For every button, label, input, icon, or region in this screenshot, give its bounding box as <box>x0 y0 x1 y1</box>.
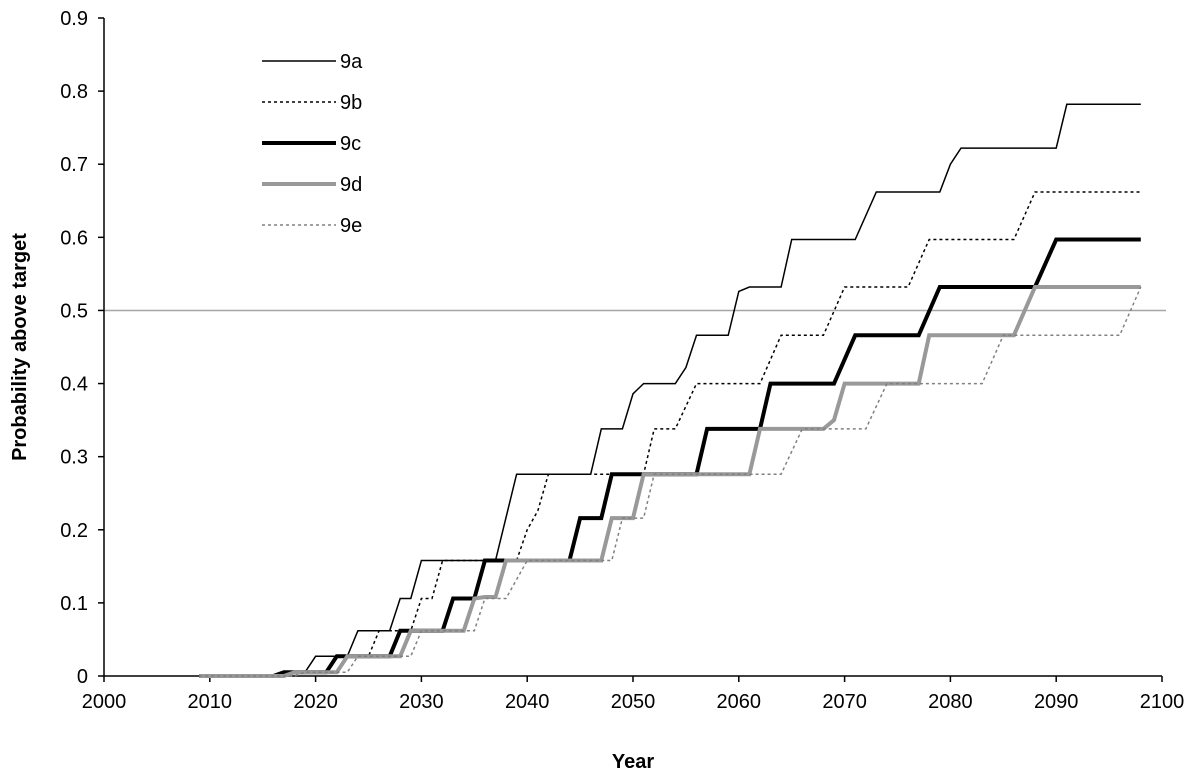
y-tick-label: 0.1 <box>60 593 88 615</box>
y-tick-label: 0.3 <box>60 447 88 469</box>
x-tick-label: 2030 <box>399 691 444 713</box>
axes <box>103 18 1162 677</box>
x-tick-label: 2040 <box>505 691 550 713</box>
x-ticks: 2000 2010 2020 2030 2040 2050 2060 2070 2080 2090… <box>82 676 1185 713</box>
series-line-9b <box>199 191 1141 677</box>
legend: 9a 9b 9c 9d 9e <box>262 51 363 237</box>
legend-label-9b: 9b <box>340 92 362 114</box>
series-line-9c <box>199 237 1141 678</box>
series-line-9a <box>199 103 1141 677</box>
y-tick-label: 0.5 <box>60 300 88 322</box>
y-ticks: 0 0.1 0.2 0.3 0.4 0.5 0.6 0.7 0.8 0.9 <box>60 8 104 688</box>
x-tick-label: 2000 <box>82 691 127 713</box>
x-tick-label: 2060 <box>717 691 762 713</box>
x-tick-label: 2050 <box>611 691 656 713</box>
series-line-9d <box>199 285 1141 678</box>
y-tick-label: 0.6 <box>60 227 88 249</box>
y-tick-label: 0 <box>77 666 88 688</box>
legend-label-9e: 9e <box>340 215 362 237</box>
legend-label-9d: 9d <box>340 174 362 196</box>
y-tick-label: 0.8 <box>60 81 88 103</box>
y-tick-label: 0.4 <box>60 374 88 396</box>
legend-label-9a: 9a <box>340 51 363 73</box>
y-tick-label: 0.9 <box>60 8 88 30</box>
x-tick-label: 2100 <box>1140 691 1185 713</box>
x-tick-label: 2020 <box>293 691 338 713</box>
legend-label-9c: 9c <box>340 133 361 155</box>
x-tick-label: 2090 <box>1034 691 1079 713</box>
x-axis-title: Year <box>612 751 654 773</box>
y-axis-title: Probability above target <box>9 233 31 461</box>
x-tick-label: 2010 <box>188 691 233 713</box>
x-tick-label: 2080 <box>928 691 973 713</box>
series-line-9e <box>199 286 1142 677</box>
y-tick-label: 0.7 <box>60 154 88 176</box>
x-tick-label: 2070 <box>822 691 867 713</box>
y-tick-label: 0.2 <box>60 520 88 542</box>
series-group <box>199 103 1142 678</box>
